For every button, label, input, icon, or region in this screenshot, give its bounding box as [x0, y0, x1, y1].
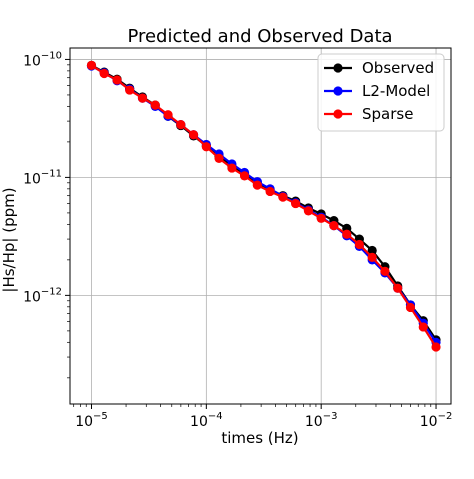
- legend-label-l2-model: L2-Model: [362, 82, 430, 100]
- legend-marker-l2-model: [333, 86, 343, 96]
- data-point-observed: [367, 245, 377, 256]
- data-point-sparse: [112, 75, 122, 85]
- data-point-sparse: [99, 68, 109, 79]
- series-layer: [86, 60, 441, 352]
- legend-label-sparse: Sparse: [362, 105, 413, 123]
- y-axis-label: |Hs/Hp| (ppm): [0, 187, 18, 292]
- data-point-sparse: [405, 302, 416, 313]
- y-tick-label: 10−12: [23, 286, 62, 305]
- data-point-sparse: [291, 198, 301, 209]
- data-point-sparse: [150, 100, 160, 110]
- data-point-sparse: [418, 322, 428, 332]
- data-point-sparse: [176, 120, 186, 130]
- data-point-sparse: [86, 60, 97, 71]
- data-point-sparse: [163, 110, 173, 120]
- legend-box: [317, 53, 445, 132]
- data-point-sparse: [265, 186, 275, 197]
- plot-frame: [69, 47, 452, 405]
- chart-title: Predicted and Observed Data: [127, 26, 392, 47]
- x-tick-label: 10−2: [420, 411, 453, 430]
- data-point-sparse: [125, 85, 135, 95]
- data-point-sparse: [252, 180, 262, 190]
- data-point-sparse: [329, 221, 339, 231]
- data-point-sparse: [431, 342, 441, 352]
- legend-marker-observed: [333, 63, 343, 73]
- legend-marker-sparse: [333, 109, 343, 119]
- data-point-sparse: [188, 130, 199, 140]
- data-point-sparse: [214, 153, 224, 163]
- x-axis-label: times (Hz): [221, 429, 298, 447]
- data-point-sparse: [316, 213, 326, 223]
- series-sparse: [86, 60, 441, 352]
- x-tick-label: 10−4: [190, 411, 223, 430]
- data-point-sparse: [354, 239, 364, 250]
- data-point-sparse: [239, 171, 250, 181]
- data-point-sparse: [278, 192, 288, 202]
- x-tick-label: 10−5: [75, 411, 108, 430]
- data-point-sparse: [201, 142, 211, 152]
- data-point-sparse: [227, 163, 237, 173]
- series-line-sparse: [90, 64, 437, 348]
- legend: Observed L2-Model Sparse: [317, 53, 445, 132]
- data-point-sparse: [342, 229, 352, 239]
- tick-layer: 10−5 10−4 10−3 10−2 10−12 10−11 10−10: [23, 50, 452, 430]
- data-point-sparse: [380, 266, 390, 276]
- x-tick-label: 10−3: [305, 411, 338, 430]
- y-tick-label: 10−10: [23, 50, 62, 69]
- legend-label-observed: Observed: [362, 59, 434, 77]
- y-tick-label: 10−11: [23, 168, 62, 187]
- data-point-sparse: [137, 93, 148, 103]
- data-point-sparse: [367, 252, 377, 262]
- data-point-sparse: [303, 206, 314, 216]
- data-point-sparse: [393, 283, 403, 293]
